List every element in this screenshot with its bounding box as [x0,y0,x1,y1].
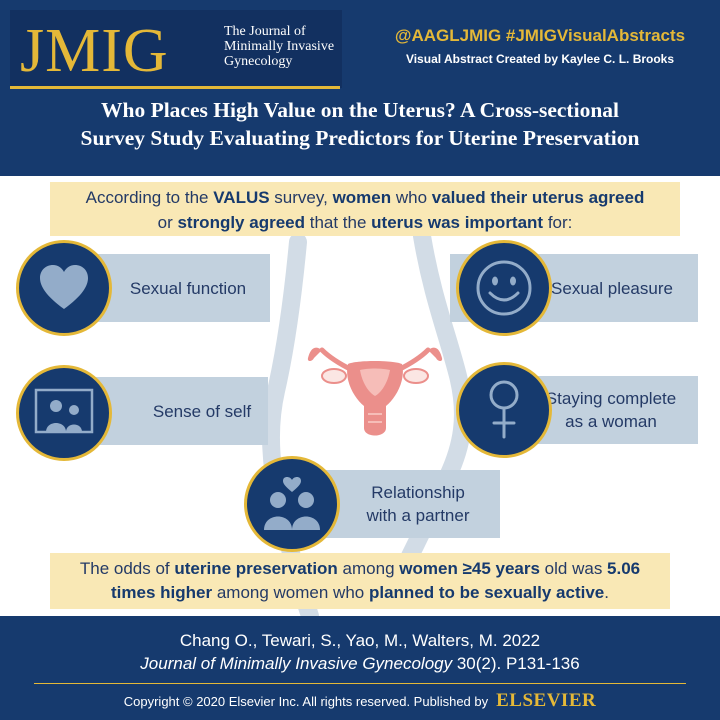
logo-subtitle: The Journal of Minimally Invasive Gyneco… [224,24,335,69]
citation-authors: Chang O., Tewari, S., Yao, M., Walters, … [179,631,541,650]
logo-underline [10,86,340,89]
label-staying-complete: Staying complete as a woman [545,389,677,431]
family-picture-icon [34,388,94,434]
page-title: Who Places High Value on the Uterus? A C… [10,96,710,152]
heart-icon [40,265,88,309]
label-sense-of-self: Sense of self [152,401,252,421]
label-sexual-pleasure: Sexual pleasure [551,278,673,298]
footer-divider [34,683,686,684]
main-panel: According to the VALUS survey, women who… [0,176,720,616]
journal-logo: JMIG The Journal of Minimally Invasive G… [10,10,342,88]
header: JMIG The Journal of Minimally Invasive G… [0,0,720,176]
intro-line-1: According to the VALUS survey, women who… [85,188,645,207]
sense-of-self-circle [16,365,112,461]
title-line-1: Who Places High Value on the Uterus? A C… [100,98,619,122]
odds-banner: The odds of uterine preservation among w… [50,553,670,609]
citation-journal: Journal of Minimally Invasive Gynecology… [140,654,580,673]
relationship-circle [244,456,340,552]
copyright-line: Copyright © 2020 Elsevier Inc. All right… [123,690,597,711]
social-handles: @AAGLJMIG #JMIGVisualAbstracts [394,26,686,45]
label-sexual-function: Sexual function [129,278,247,298]
intro-line-2: or strongly agreed that the uterus was i… [157,213,573,232]
smiley-icon [476,260,532,316]
staying-complete-circle [456,362,552,458]
odds-line-1: The odds of uterine preservation among w… [79,559,641,578]
intro-banner: According to the VALUS survey, women who… [50,182,680,236]
author-credit: Visual Abstract Created by Kaylee C. L. … [405,52,675,66]
elsevier-logo: ELSEVIER [496,690,597,711]
footer: Chang O., Tewari, S., Yao, M., Walters, … [0,616,720,720]
logo-text: JMIG [20,17,169,85]
label-relationship: Relationship with a partner [366,483,470,525]
sexual-pleasure-circle [456,240,552,336]
odds-line-2: times higher among women who planned to … [111,583,609,602]
uterus-illustration [307,347,443,436]
sexual-function-circle [16,240,112,336]
title-line-2: Survey Study Evaluating Predictors for U… [80,126,640,150]
couple-heart-icon [264,477,320,530]
female-symbol-icon [489,380,519,439]
